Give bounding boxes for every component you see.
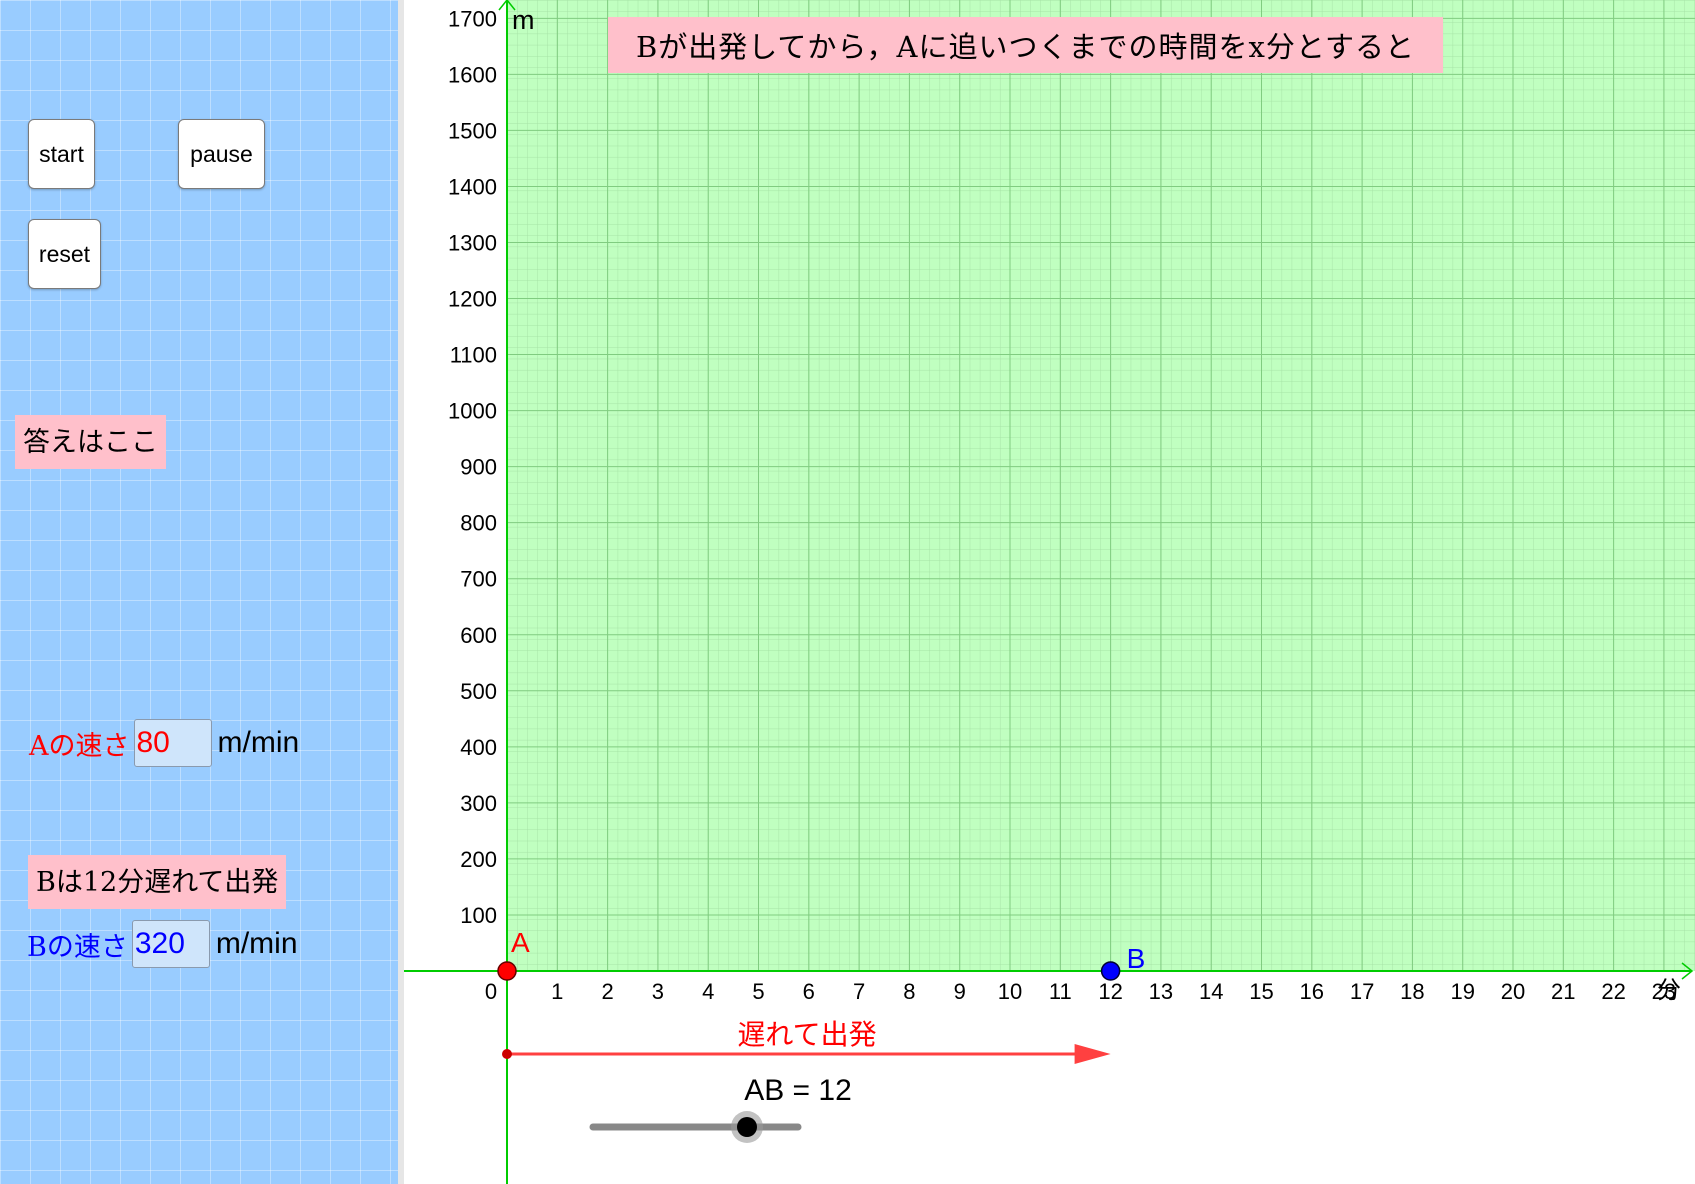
x-axis-arrow <box>1681 962 1694 980</box>
x-tick-label: 20 <box>1501 979 1525 1004</box>
x-tick-label: 0 <box>485 979 497 1004</box>
x-tick-label: 10 <box>998 979 1022 1004</box>
y-axis-label: m <box>512 5 535 35</box>
x-tick-label: 14 <box>1199 979 1223 1004</box>
slider-handle[interactable] <box>737 1117 757 1137</box>
y-tick-label: 200 <box>460 847 497 872</box>
y-tick-label: 700 <box>460 567 497 592</box>
x-tick-label: 12 <box>1098 979 1122 1004</box>
b-speed-row: Bの速さ m/min <box>27 920 298 968</box>
x-tick-label: 13 <box>1149 979 1173 1004</box>
delay-arrow-start-point[interactable] <box>502 1049 512 1059</box>
x-tick-label: 5 <box>752 979 764 1004</box>
y-tick-label: 1200 <box>448 287 497 312</box>
major-grid <box>507 0 1695 971</box>
x-tick-label: 1 <box>551 979 563 1004</box>
x-tick-label: 17 <box>1350 979 1374 1004</box>
answer-label: 答えはここ <box>15 415 166 469</box>
x-tick-label: 7 <box>853 979 865 1004</box>
graph-view[interactable]: 1002003004005006007008009001000110012001… <box>404 0 1695 1184</box>
y-tick-label: 600 <box>460 623 497 648</box>
start-button[interactable]: start <box>28 119 95 189</box>
point-a-label: A <box>511 927 530 958</box>
point-b-label: B <box>1127 943 1146 974</box>
x-tick-labels: 0 1 2 3 4 5 6 7 8 9 10 11 12 13 14 15 16 17 18 19 20 21 22 23 <box>485 979 1676 1004</box>
y-tick-label: 1700 <box>448 6 497 31</box>
reset-button[interactable]: reset <box>28 219 101 289</box>
y-tick-label: 1300 <box>448 230 497 255</box>
x-tick-label: 18 <box>1400 979 1424 1004</box>
b-speed-unit: m/min <box>215 927 298 960</box>
a-speed-unit: m/min <box>217 726 300 759</box>
y-axis-arrow <box>498 0 516 11</box>
y-tick-label: 1100 <box>450 343 497 368</box>
x-tick-label: 2 <box>601 979 613 1004</box>
b-speed-input[interactable] <box>131 920 210 968</box>
delay-arrow-head <box>1074 1044 1111 1064</box>
x-tick-label: 8 <box>903 979 915 1004</box>
y-tick-label: 300 <box>460 791 497 816</box>
problem-statement: Bが出発してから，Aに追いつくまでの時間をx分とすると <box>608 17 1443 73</box>
y-tick-label: 500 <box>460 679 497 704</box>
x-tick-label: 4 <box>702 979 714 1004</box>
panel-divider[interactable] <box>398 0 404 1184</box>
y-tick-label: 1000 <box>448 399 497 424</box>
slider-label: AB = 12 <box>744 1074 852 1107</box>
x-tick-label: 15 <box>1249 979 1273 1004</box>
a-speed-label: Aの速さ <box>29 730 130 762</box>
y-tick-label: 400 <box>460 735 497 760</box>
y-tick-label: 1600 <box>448 62 497 87</box>
y-tick-label: 800 <box>460 511 497 536</box>
x-tick-label: 23 <box>1652 979 1676 1004</box>
point-a[interactable] <box>497 961 517 981</box>
x-tick-label: 11 <box>1049 979 1072 1004</box>
x-tick-label: 21 <box>1551 979 1575 1004</box>
y-tick-label: 1500 <box>448 118 497 143</box>
y-tick-labels: 100 200 300 400 500 600 700 800 900 1000 1100 1200 1… <box>448 6 497 928</box>
point-b[interactable] <box>1100 961 1121 981</box>
delay-arrow-label: 遅れて出発 <box>737 1018 876 1051</box>
x-tick-label: 3 <box>652 979 664 1004</box>
y-tick-label: 100 <box>460 903 497 928</box>
y-tick-label: 900 <box>460 455 497 480</box>
a-speed-row: Aの速さ m/min <box>29 719 299 767</box>
control-panel: start pause reset 答えはここ Aの速さ m/min Bは12分… <box>0 0 398 1184</box>
b-delay-label: Bは12分遅れて出発 <box>28 855 287 909</box>
b-speed-label: Bの速さ <box>27 931 128 963</box>
x-tick-label: 16 <box>1300 979 1324 1004</box>
x-tick-label: 9 <box>954 979 966 1004</box>
y-tick-label: 1400 <box>448 174 497 199</box>
minor-grid <box>507 0 1695 971</box>
a-speed-input[interactable] <box>133 719 212 767</box>
pause-button[interactable]: pause <box>178 119 265 189</box>
x-tick-label: 19 <box>1450 979 1474 1004</box>
x-axis-label: 分 <box>1657 976 1681 1004</box>
x-tick-label: 6 <box>803 979 815 1004</box>
x-tick-label: 22 <box>1601 979 1625 1004</box>
